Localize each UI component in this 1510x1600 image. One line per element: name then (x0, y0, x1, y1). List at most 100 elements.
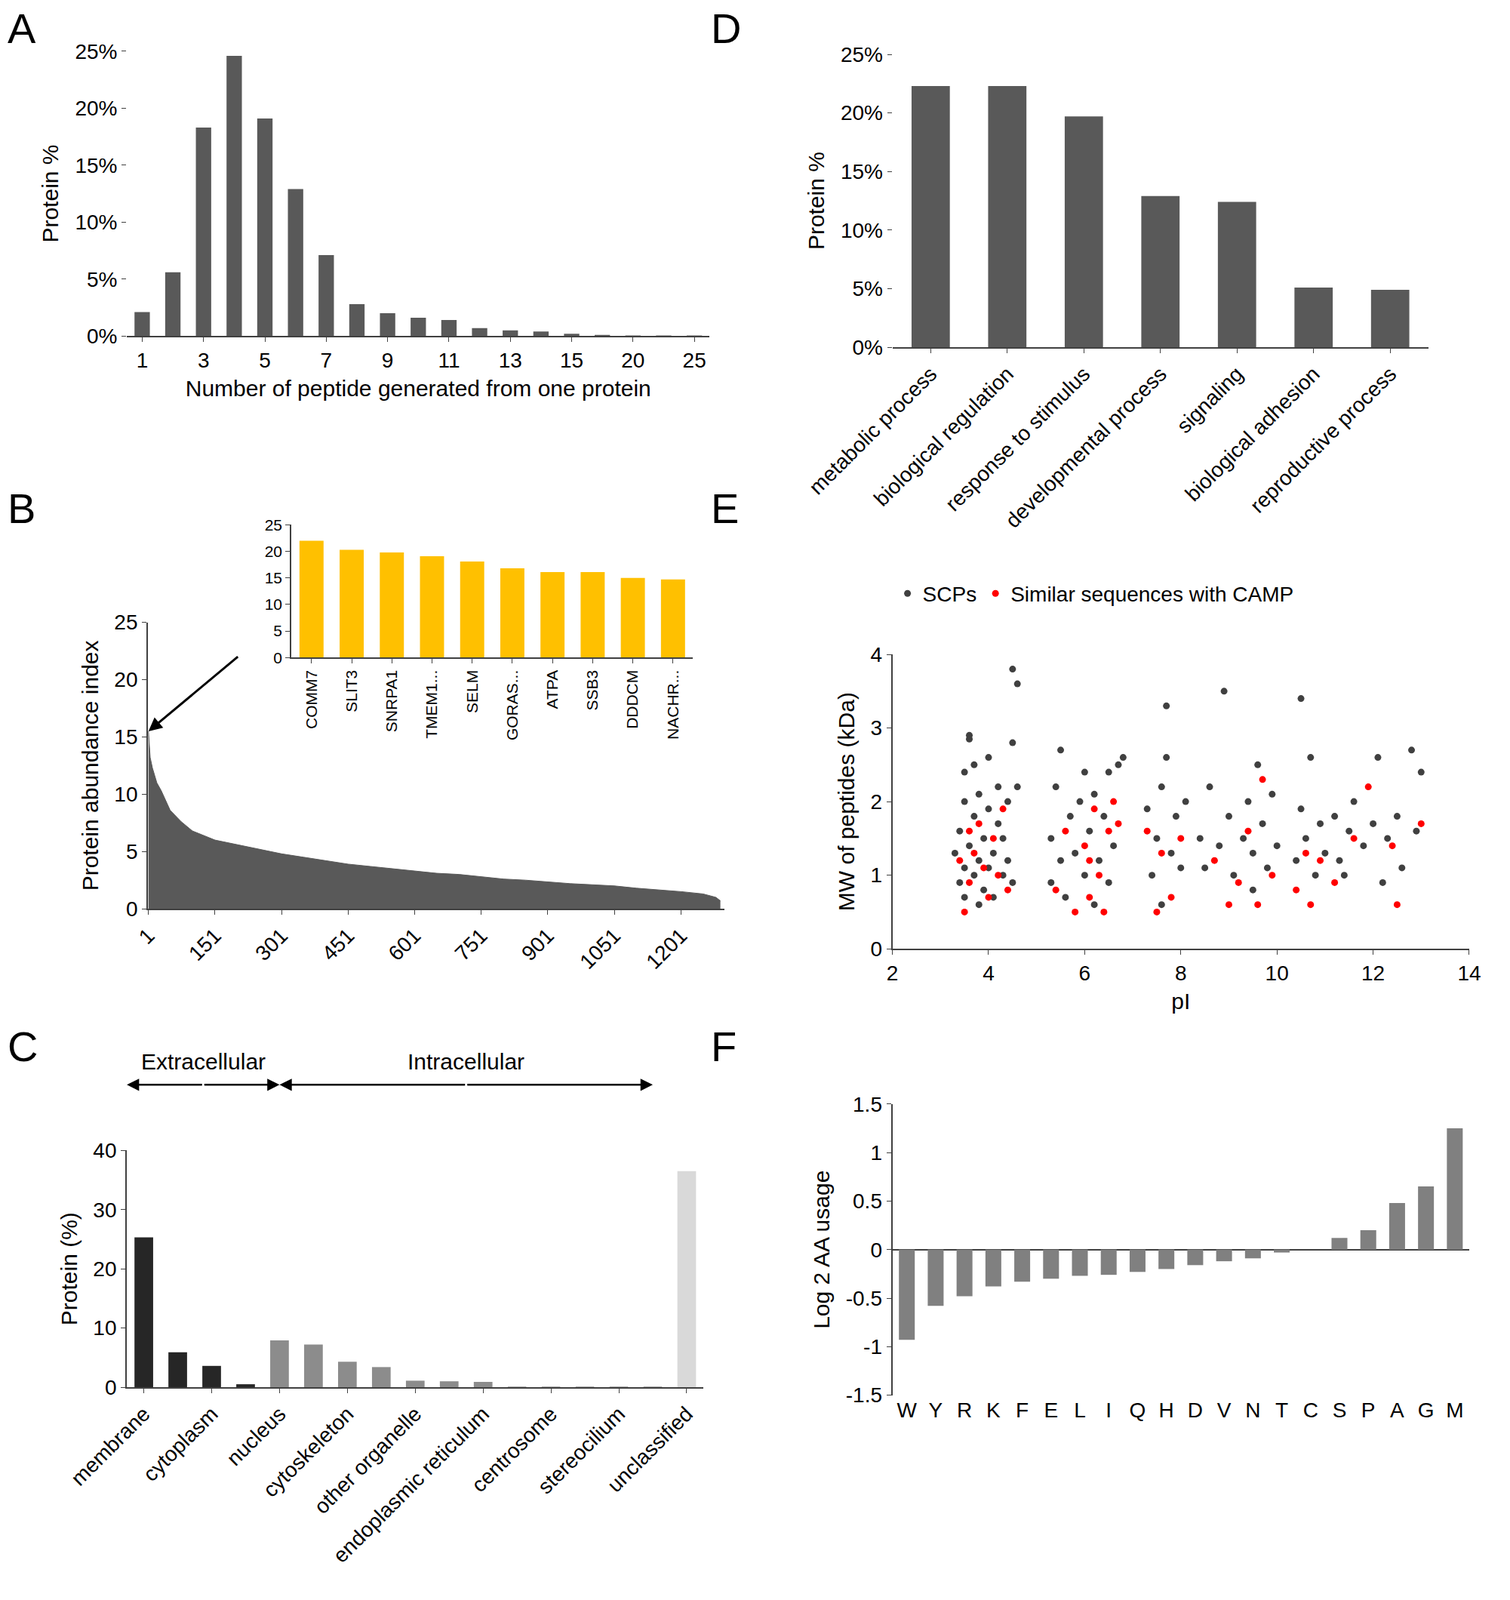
svg-text:0: 0 (104, 1375, 117, 1400)
svg-text:G: G (1417, 1398, 1435, 1422)
svg-text:L: L (1073, 1398, 1086, 1422)
svg-text:8: 8 (1174, 961, 1188, 985)
svg-text:TMEM1...: TMEM1... (422, 670, 440, 739)
svg-text:DDDCM: DDDCM (623, 670, 641, 729)
svg-text:5: 5 (258, 348, 271, 373)
svg-text:1: 1 (136, 348, 149, 373)
svg-text:Protein abundance index: Protein abundance index (77, 639, 103, 891)
svg-text:6: 6 (1079, 961, 1092, 985)
svg-text:biological adhesion: biological adhesion (1180, 362, 1325, 506)
svg-text:V: V (1217, 1398, 1232, 1422)
svg-text:membrane: membrane (66, 1402, 155, 1491)
svg-text:A: A (7, 4, 37, 53)
svg-text:7: 7 (320, 348, 333, 373)
svg-text:5%: 5% (86, 267, 117, 292)
svg-text:1: 1 (134, 923, 160, 949)
svg-text:2: 2 (870, 790, 883, 814)
svg-text:5: 5 (126, 839, 139, 864)
svg-text:Q: Q (1129, 1398, 1147, 1422)
svg-text:0: 0 (273, 648, 283, 667)
svg-text:15%: 15% (840, 159, 883, 184)
svg-text:14: 14 (1457, 961, 1481, 985)
svg-text:2: 2 (886, 961, 899, 985)
svg-text:Protein %: Protein % (803, 151, 829, 250)
svg-text:0: 0 (870, 937, 883, 961)
svg-text:SELM: SELM (463, 670, 481, 714)
svg-text:11: 11 (437, 348, 460, 373)
svg-text:901: 901 (516, 923, 559, 966)
svg-text:M: M (1445, 1398, 1464, 1422)
svg-text:SLIT3: SLIT3 (342, 670, 360, 713)
svg-text:20: 20 (113, 667, 138, 692)
svg-text:1051: 1051 (575, 923, 625, 974)
svg-text:751: 751 (450, 923, 493, 966)
svg-text:10: 10 (92, 1316, 117, 1340)
svg-text:reproductive process: reproductive process (1245, 362, 1402, 518)
svg-text:ATPA: ATPA (543, 670, 561, 710)
svg-text:signaling: signaling (1171, 362, 1248, 438)
svg-text:9: 9 (381, 348, 394, 373)
svg-text:SNRPA1: SNRPA1 (382, 670, 400, 732)
svg-text:25: 25 (113, 610, 138, 634)
svg-text:stereocilium: stereocilium (533, 1402, 631, 1499)
svg-text:40: 40 (92, 1138, 117, 1163)
svg-text:E: E (710, 484, 739, 533)
svg-text:20: 20 (264, 542, 283, 560)
svg-text:K: K (986, 1398, 1001, 1422)
svg-text:D: D (1187, 1398, 1203, 1422)
svg-text:D: D (710, 4, 742, 53)
svg-text:H: H (1159, 1398, 1175, 1422)
svg-text:25: 25 (682, 348, 707, 373)
svg-text:20%: 20% (840, 101, 883, 125)
svg-text:developmental process: developmental process (1000, 362, 1172, 533)
svg-text:20%: 20% (74, 96, 117, 120)
svg-text:unclassified: unclassified (602, 1402, 698, 1497)
svg-text:25%: 25% (840, 43, 883, 67)
svg-text:endoplasmic reticulum: endoplasmic reticulum (328, 1402, 494, 1568)
svg-text:T: T (1275, 1398, 1289, 1422)
svg-text:Log 2 AA usage: Log 2 AA usage (808, 1170, 834, 1329)
svg-text:25%: 25% (74, 39, 117, 64)
svg-text:0%: 0% (852, 335, 883, 360)
svg-text:COMM7: COMM7 (302, 670, 320, 729)
svg-text:3: 3 (870, 716, 883, 740)
svg-text:20: 20 (92, 1257, 117, 1281)
svg-text:10%: 10% (74, 210, 117, 234)
svg-text:4: 4 (870, 642, 883, 667)
svg-text:N: N (1245, 1398, 1261, 1422)
svg-text:B: B (7, 484, 36, 533)
svg-text:-0.5: -0.5 (845, 1286, 883, 1311)
svg-text:SCPs: SCPs (922, 582, 978, 606)
svg-text:13: 13 (498, 348, 523, 373)
svg-text:30: 30 (92, 1198, 117, 1222)
svg-text:NACHR...: NACHR... (664, 670, 682, 740)
svg-text:601: 601 (384, 923, 426, 966)
svg-text:151: 151 (184, 923, 226, 966)
svg-text:10: 10 (113, 782, 138, 806)
svg-text:Y: Y (928, 1398, 944, 1422)
svg-text:15: 15 (559, 348, 584, 373)
svg-text:1: 1 (870, 863, 883, 887)
svg-text:1: 1 (870, 1140, 883, 1165)
svg-text:R: R (956, 1398, 972, 1422)
svg-text:Extracellular: Extracellular (141, 1048, 266, 1074)
svg-text:response to stimulus: response to stimulus (941, 362, 1095, 517)
svg-text:3: 3 (197, 348, 210, 373)
svg-text:10: 10 (264, 595, 283, 613)
svg-text:W: W (896, 1398, 917, 1422)
svg-text:1201: 1201 (641, 923, 692, 974)
svg-text:15: 15 (113, 725, 138, 749)
svg-text:S: S (1332, 1398, 1348, 1422)
svg-text:SSB3: SSB3 (583, 670, 601, 711)
svg-text:Protein (%): Protein (%) (56, 1211, 82, 1326)
svg-text:GORAS...: GORAS... (503, 670, 521, 741)
svg-text:nucleus: nucleus (221, 1402, 290, 1471)
svg-text:F: F (1015, 1398, 1029, 1422)
svg-text:A: A (1390, 1398, 1405, 1422)
svg-text:301: 301 (250, 923, 293, 966)
svg-text:cytoplasm: cytoplasm (138, 1402, 223, 1486)
svg-text:P: P (1361, 1398, 1376, 1422)
svg-text:E: E (1043, 1398, 1058, 1422)
svg-text:Number of peptide generated fr: Number of peptide generated from one pro… (185, 375, 652, 401)
svg-text:0.5: 0.5 (852, 1189, 883, 1213)
